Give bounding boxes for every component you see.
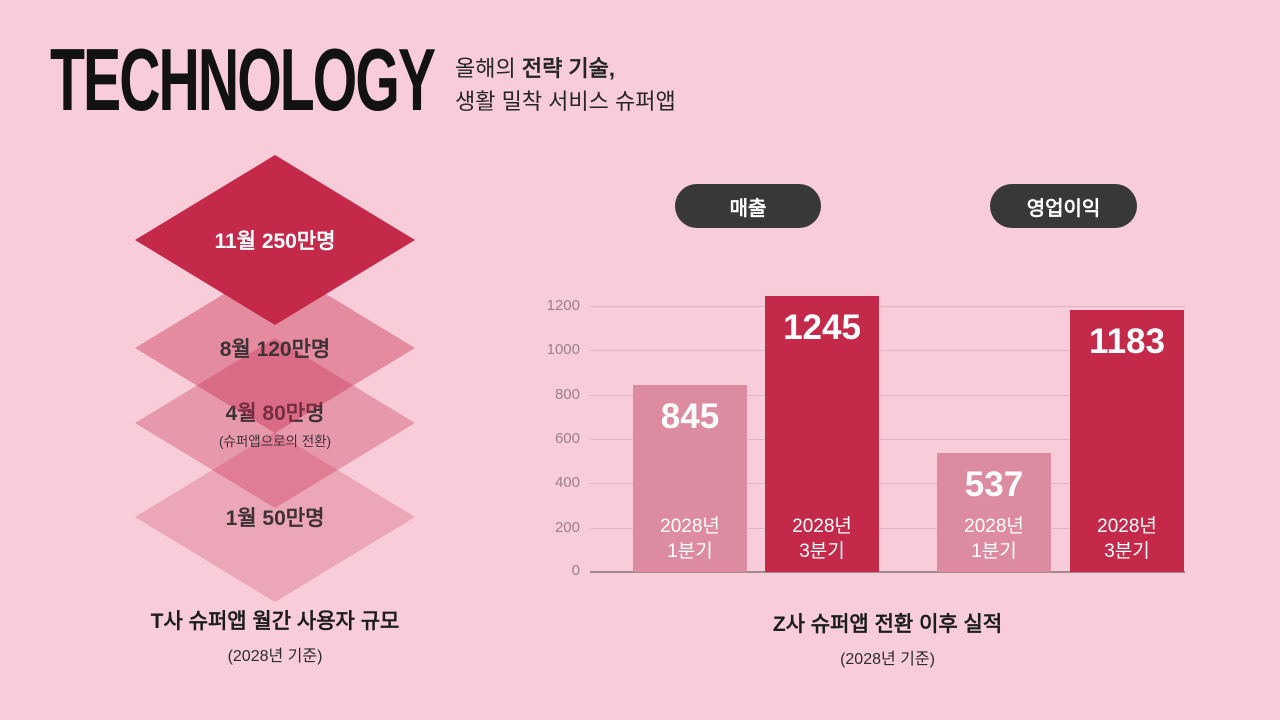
diamond-sublabel: (슈퍼앱으로의 전환)	[218, 433, 332, 449]
y-tick-label: 400	[554, 474, 580, 491]
bar-value-label: 845	[660, 397, 720, 436]
y-tick-label: 1200	[546, 297, 580, 314]
gridline: 200	[555, 519, 1185, 536]
bar-category-line: 3분기	[1104, 541, 1150, 562]
diamond-layer-november: 11월 250만명	[135, 155, 415, 325]
legend-pill-operating-profit: 영업이익	[990, 184, 1137, 228]
bar-value-label: 537	[964, 465, 1024, 504]
subtitle-line-2: 생활 밀착 서비스 슈퍼앱	[455, 89, 676, 114]
gridline: 800	[555, 386, 1185, 403]
subtitle-bold: 전략 기술,	[521, 56, 616, 81]
bar-category-line: 1분기	[971, 541, 1017, 562]
subtitle-line-1: 올해의 전략 기술,	[455, 52, 676, 85]
bar-value-label: 1245	[783, 308, 861, 347]
legend-label: 영업이익	[1026, 197, 1101, 220]
gridline: 1000	[547, 341, 1185, 358]
chart-caption-sub: (2028년 기준)	[840, 651, 935, 668]
bar-category-line: 2028년	[964, 516, 1024, 537]
legend-label: 매출	[729, 197, 767, 220]
y-tick-label: 200	[554, 519, 580, 536]
bar-category-label: 2028년 1분기	[660, 514, 720, 564]
diamond-label: 8월 120만명	[219, 338, 331, 361]
bar-operating-profit-q3: 1183 2028년 3분기	[1070, 310, 1184, 572]
x-axis-line: 0	[572, 562, 1185, 579]
bar-revenue-q3: 1245 2028년 3분기	[765, 296, 879, 572]
y-tick-label: 800	[554, 386, 580, 403]
chart-caption-title: Z사 슈퍼앱 전환 이후 실적	[772, 613, 1003, 636]
pyramid-caption: T사 슈퍼앱 월간 사용자 규모 (2028년 기준)	[85, 605, 465, 666]
subtitle-prefix: 올해의	[455, 56, 522, 81]
diamond-label: 1월 50만명	[225, 507, 325, 530]
bar-category-line: 2028년	[1097, 516, 1157, 537]
page-title: TECHNOLOGY	[50, 30, 436, 129]
pyramid-caption-title: T사 슈퍼앱 월간 사용자 규모	[150, 610, 400, 633]
legend-pill-revenue: 매출	[675, 184, 821, 228]
bar-category-line: 1분기	[667, 541, 713, 562]
bar-chart-plot: 845 2028년 1분기 1245 2028년 3분기 537 2028년 1…	[547, 280, 1185, 579]
gridline: 400	[555, 474, 1185, 491]
gridline: 1200	[547, 297, 1185, 314]
bar-category-line: 3분기	[799, 541, 845, 562]
bar-category-label: 2028년 3분기	[1097, 514, 1157, 564]
user-scale-diamond-stack: 11월 250만명 8월 120만명 4월 80만명 (슈퍼앱으로의 전환) 1…	[135, 155, 415, 605]
chart-caption: Z사 슈퍼앱 전환 이후 실적 (2028년 기준)	[590, 608, 1185, 669]
page-subtitle: 올해의 전략 기술, 생활 밀착 서비스 슈퍼앱	[455, 52, 676, 118]
bar-category-label: 2028년 3분기	[792, 514, 852, 564]
diamond-label: 4월 80만명	[225, 401, 325, 425]
y-tick-label: 1000	[546, 341, 580, 358]
y-tick-label: 600	[554, 430, 580, 447]
bar-category-line: 2028년	[792, 516, 852, 537]
bar-revenue-q1: 845 2028년 1분기	[633, 385, 747, 572]
bar-category-line: 2028년	[660, 516, 720, 537]
gridline: 600	[555, 430, 1185, 447]
pyramid-caption-sub: (2028년 기준)	[227, 648, 323, 665]
bar-value-label: 1183	[1089, 322, 1165, 361]
y-tick-label: 0	[571, 562, 580, 579]
diamond-label: 11월 250만명	[214, 230, 336, 253]
bar-operating-profit-q1: 537 2028년 1분기	[937, 453, 1051, 572]
bar-category-label: 2028년 1분기	[964, 514, 1024, 564]
